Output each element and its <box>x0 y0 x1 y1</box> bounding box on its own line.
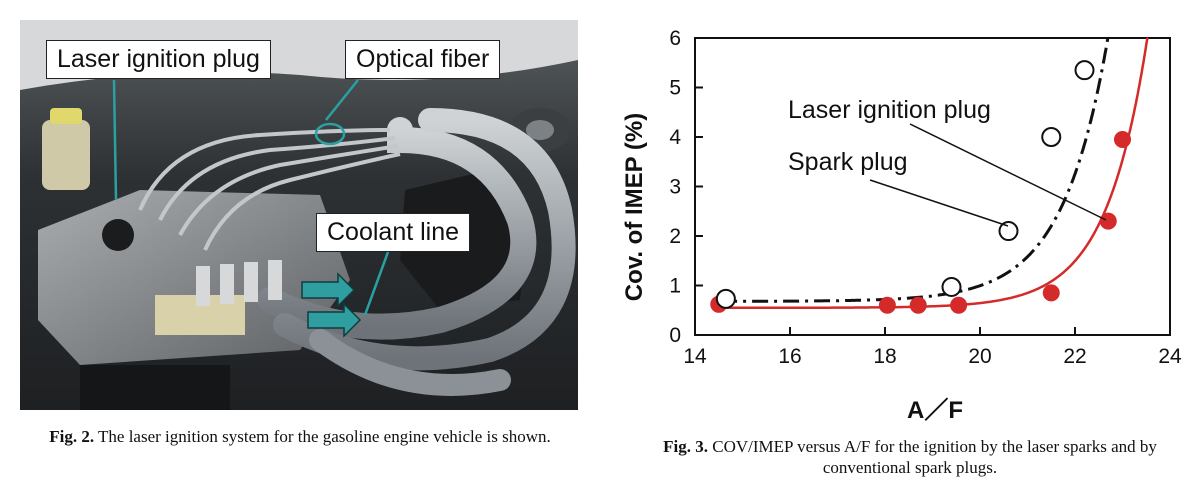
x-tick-label: 20 <box>968 345 991 368</box>
x-tick-label: 14 <box>683 345 707 368</box>
laser-ignition-point <box>998 221 1019 242</box>
spark-plug-point <box>1042 284 1060 302</box>
spark-plug-curve <box>714 37 1150 310</box>
y-tick-label: 1 <box>669 275 681 298</box>
figure-2-label: Fig. 2. <box>49 427 95 446</box>
callout-laser-ignition-plug: Laser ignition plug <box>46 40 271 79</box>
laser-ignition-point <box>941 276 962 297</box>
laser-ignition-point <box>1074 60 1095 81</box>
spark-plug-point <box>1099 212 1117 230</box>
y-tick-label: 0 <box>669 324 681 347</box>
y-tick-label: 4 <box>669 126 681 149</box>
laser-ignition-curve <box>721 36 1110 303</box>
engine-photo: Laser ignition plug Optical fiber Coolan… <box>20 20 578 410</box>
spark-plug-point <box>1114 130 1131 148</box>
spark-label-leader <box>869 179 1009 227</box>
laser-ignition-point <box>715 288 736 309</box>
figure-3-caption-text: COV/IMEP versus A/F for the ignition by … <box>707 437 1157 477</box>
x-tick-label: 24 <box>1158 345 1182 368</box>
x-tick-label: 16 <box>778 345 801 368</box>
callout-optical-fiber: Optical fiber <box>345 40 501 79</box>
markers <box>710 60 1131 314</box>
y-tick-label: 2 <box>669 225 681 248</box>
y-tick-label: 5 <box>669 77 681 100</box>
x-tick-label: 22 <box>1063 345 1086 368</box>
label-spark-plug: Spark plug <box>788 148 908 176</box>
laser-label-leader <box>909 123 1107 221</box>
callout-coolant-line: Coolant line <box>316 213 471 252</box>
cov-imep-chart: 14 16 18 20 22 24 0 1 2 3 4 5 6 Laser ignition plug… <box>621 27 1182 424</box>
spark-plug-point <box>878 296 896 314</box>
y-tick-label: 3 <box>669 176 681 199</box>
y-axis: 0 1 2 3 4 5 6 <box>669 27 703 347</box>
x-axis: 14 16 18 20 22 24 <box>683 327 1182 368</box>
figure-3-caption: Fig. 3. COV/IMEP versus A/F for the igni… <box>620 436 1200 478</box>
annotations: Laser ignition plug Spark plug <box>788 96 1107 227</box>
x-tick-label: 18 <box>873 345 896 368</box>
figure-2-caption-text: The laser ignition system for the gasoli… <box>94 427 551 446</box>
laser-ignition-point <box>1041 127 1062 147</box>
x-axis-title: A／F <box>907 397 963 424</box>
spark-plug-point <box>909 296 927 314</box>
figure-2-caption: Fig. 2. The laser ignition system for th… <box>20 426 580 447</box>
figure-3-label: Fig. 3. <box>663 437 708 456</box>
label-laser-ignition-plug: Laser ignition plug <box>788 96 991 124</box>
y-axis-title: Cov. of IMEP (%) <box>621 113 648 301</box>
spark-plug-point <box>950 296 968 314</box>
y-tick-label: 6 <box>669 27 681 50</box>
